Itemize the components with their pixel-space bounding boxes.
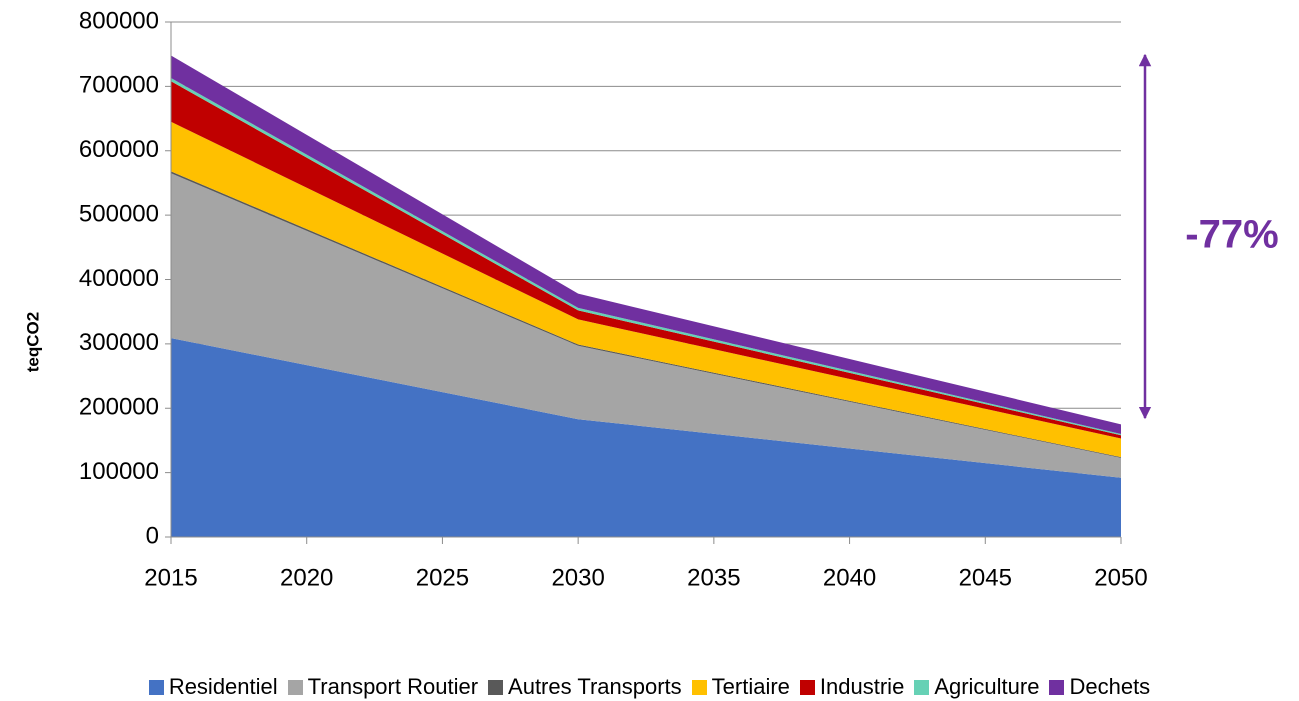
y-tick-label: 300000 [79,329,159,356]
y-tick-label: 100000 [79,458,159,485]
legend-item: Industrie [799,674,905,700]
y-tick-label: 600000 [79,136,159,163]
legend: Residentiel Transport Routier Autres Trans… [0,674,1299,700]
x-tick-label: 2045 [959,564,1012,591]
x-tick-label: 2030 [551,564,604,591]
annotation: -77% [1185,213,1278,257]
legend-label: Dechets [1069,674,1151,699]
chart: teqCO2 0 100000 200000 300000 400000 500000 60… [23,7,1278,591]
legend-swatch [148,679,164,695]
x-tick-label: 2050 [1094,564,1147,591]
legend-swatch [799,679,815,695]
legend-label: Agriculture [934,674,1040,699]
legend-item: Transport Routier [287,674,479,700]
legend-label: Transport Routier [307,674,479,699]
y-axis-label: teqCO2 [23,312,42,372]
area [171,121,1121,458]
legend-swatch [488,679,504,695]
legend-label: Autres Transports [508,674,682,699]
area [171,338,1121,537]
y-tick-label: 700000 [79,72,159,99]
y-tick-label: 500000 [79,200,159,227]
plot: 0 100000 200000 300000 400000 500000 600000 700… [79,7,1148,591]
y-tick-label: 800000 [79,7,159,34]
legend-swatch [691,679,707,695]
legend-label: Industrie [819,674,905,699]
x-tick-label: 2035 [687,564,740,591]
legend-item: Tertiaire [691,674,790,700]
y-tick-label: 0 [146,522,159,549]
legend-item: Autres Transports [488,674,682,700]
legend-swatch [914,679,930,695]
x-tick-label: 2025 [416,564,469,591]
area [171,173,1121,478]
legend-item: Dechets [1049,674,1150,700]
legend-swatch [1049,679,1065,695]
y-tick-label: 200000 [79,394,159,421]
legend-label: Residentiel [168,674,278,699]
x-tick-label: 2040 [823,564,876,591]
x-tick-label: 2015 [144,564,197,591]
legend-swatch [287,679,303,695]
legend-item: Residentiel [148,674,278,700]
legend-label: Tertiaire [711,674,790,699]
y-tick-label: 400000 [79,265,159,292]
legend-item: Agriculture [914,674,1039,700]
x-tick-label: 2020 [280,564,333,591]
